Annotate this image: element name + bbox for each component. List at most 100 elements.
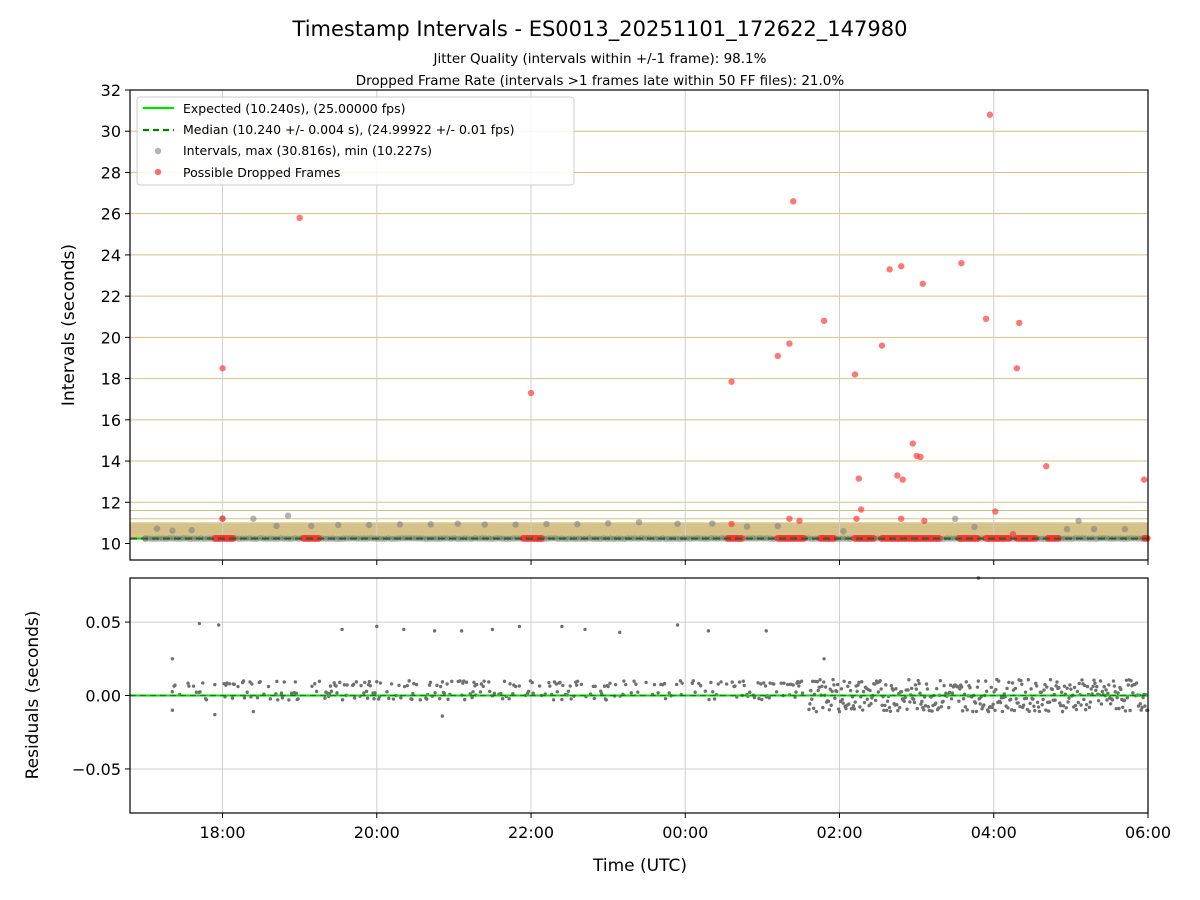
residual-point [228, 682, 231, 685]
timestamp-intervals-figure: Timestamp Intervals - ES0013_20251101_17… [0, 0, 1200, 900]
residual-point [385, 690, 388, 693]
residual-point [402, 628, 405, 631]
x-tick-label: 02:00 [816, 823, 862, 842]
residual-point [296, 697, 299, 700]
residual-point [885, 709, 888, 712]
residual-point [844, 707, 847, 710]
residual-point [1015, 697, 1018, 700]
residual-point [765, 629, 768, 632]
residual-point [827, 700, 830, 703]
legend-dropped-label: Possible Dropped Frames [183, 165, 340, 180]
residual-point [664, 697, 667, 700]
residual-point [445, 682, 448, 685]
y-tick-label: 28 [101, 163, 121, 182]
residual-point [965, 680, 968, 683]
residual-point [982, 703, 985, 706]
residual-point [1063, 684, 1066, 687]
residual-point [1062, 704, 1065, 707]
residual-point [926, 687, 929, 690]
residual-point [905, 707, 908, 710]
residual-point [583, 628, 586, 631]
dropped-frame-point [296, 215, 302, 221]
residual-point [663, 682, 666, 685]
residual-point [334, 684, 337, 687]
residual-point [406, 684, 409, 687]
residual-point [900, 690, 903, 693]
dropped-frame-point [1043, 463, 1049, 469]
residual-point [318, 680, 321, 683]
residual-point [1013, 709, 1016, 712]
dropped-frame-point [958, 260, 964, 266]
interval-point [605, 520, 611, 526]
residual-point [1020, 683, 1023, 686]
residual-point [397, 684, 400, 687]
residual-point [822, 680, 825, 683]
residual-point [725, 682, 728, 685]
residual-point [335, 691, 338, 694]
residual-point [962, 697, 965, 700]
residual-point [916, 707, 919, 710]
residual-point [912, 697, 915, 700]
residual-point [441, 680, 444, 683]
residual-point [171, 657, 174, 660]
residual-point [1099, 679, 1102, 682]
residual-point [719, 680, 722, 683]
residual-point [213, 713, 216, 716]
residual-point [1075, 708, 1078, 711]
residual-point [1076, 690, 1079, 693]
residual-point [840, 687, 843, 690]
residual-point [375, 680, 378, 683]
residual-point [192, 684, 195, 687]
interval-point [744, 523, 750, 529]
interval-point [285, 512, 291, 518]
residual-point [950, 697, 953, 700]
residual-point [482, 679, 485, 682]
residual-point [947, 706, 950, 709]
residual-point [862, 690, 865, 693]
residual-point [1033, 709, 1036, 712]
interval-point [674, 521, 680, 527]
residuals-plot: −0.050.000.0518:00 20:00 22:00 00:00 02:00 04… [72, 576, 1171, 842]
residual-point [450, 680, 453, 683]
residual-point [1014, 687, 1017, 690]
residual-point [258, 680, 261, 683]
residual-point [918, 691, 921, 694]
residual-point [471, 690, 474, 693]
residual-point [1007, 681, 1010, 684]
dropped-frame-point [917, 454, 923, 460]
residual-point [1086, 685, 1089, 688]
y-tick-label: 26 [101, 205, 121, 224]
residual-point [1088, 706, 1091, 709]
residual-point [680, 681, 683, 684]
residual-point [1028, 710, 1031, 713]
residual-point [375, 625, 378, 628]
residual-point [323, 696, 326, 699]
residual-point [794, 690, 797, 693]
residual-point [886, 699, 889, 702]
dropped-frame-point [898, 263, 904, 269]
residual-point [1109, 702, 1112, 705]
residual-point [561, 684, 564, 687]
residual-point [1006, 706, 1009, 709]
residual-point [842, 680, 845, 683]
residual-point [692, 679, 695, 682]
residual-point [889, 710, 892, 713]
interval-point [428, 521, 434, 527]
residual-point [493, 692, 496, 695]
residual-point [849, 689, 852, 692]
residual-point [903, 700, 906, 703]
interval-point [250, 516, 256, 522]
residual-point [1036, 701, 1039, 704]
residual-point [636, 690, 639, 693]
residual-point [507, 697, 510, 700]
interval-point [971, 524, 977, 530]
dropped-frame-point [1014, 365, 1020, 371]
residual-point [558, 681, 561, 684]
dropped-frame-point [886, 266, 892, 272]
interval-point [1064, 526, 1070, 532]
residual-point [1055, 680, 1058, 683]
dropped-frame-point [921, 518, 927, 524]
residual-point [605, 698, 608, 701]
residual-point [198, 690, 201, 693]
interval-point [154, 525, 160, 531]
